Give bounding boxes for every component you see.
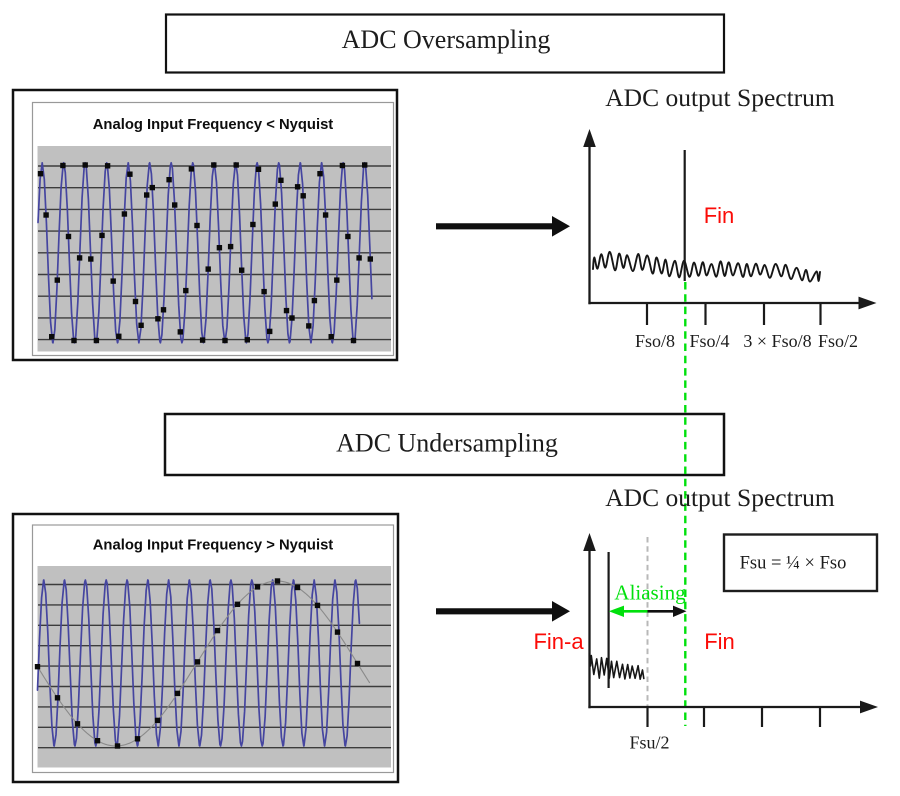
svg-text:Fin-a: Fin-a xyxy=(533,629,584,654)
svg-text:Fsu/2: Fsu/2 xyxy=(629,733,669,753)
svg-text:3 × Fso/8: 3 × Fso/8 xyxy=(743,331,811,351)
svg-text:ADC output Spectrum: ADC output Spectrum xyxy=(605,483,835,512)
svg-text:ADC Oversampling: ADC Oversampling xyxy=(342,25,551,54)
svg-text:Analog Input Frequency > Nyqui: Analog Input Frequency > Nyquist xyxy=(93,538,334,554)
svg-text:Analog Input Frequency < Nyqui: Analog Input Frequency < Nyquist xyxy=(93,117,334,133)
svg-text:Fso/8: Fso/8 xyxy=(635,331,675,351)
svg-text:ADC Undersampling: ADC Undersampling xyxy=(336,429,558,458)
svg-text:Fsu = ¼ × Fso: Fsu = ¼ × Fso xyxy=(740,554,847,574)
svg-text:Aliasing: Aliasing xyxy=(614,581,686,605)
svg-text:Fso/4: Fso/4 xyxy=(689,331,729,351)
svg-text:ADC output Spectrum: ADC output Spectrum xyxy=(605,83,835,112)
svg-text:Fin: Fin xyxy=(704,203,735,228)
svg-text:Fso/2: Fso/2 xyxy=(818,331,858,351)
svg-text:Fin: Fin xyxy=(704,629,735,654)
